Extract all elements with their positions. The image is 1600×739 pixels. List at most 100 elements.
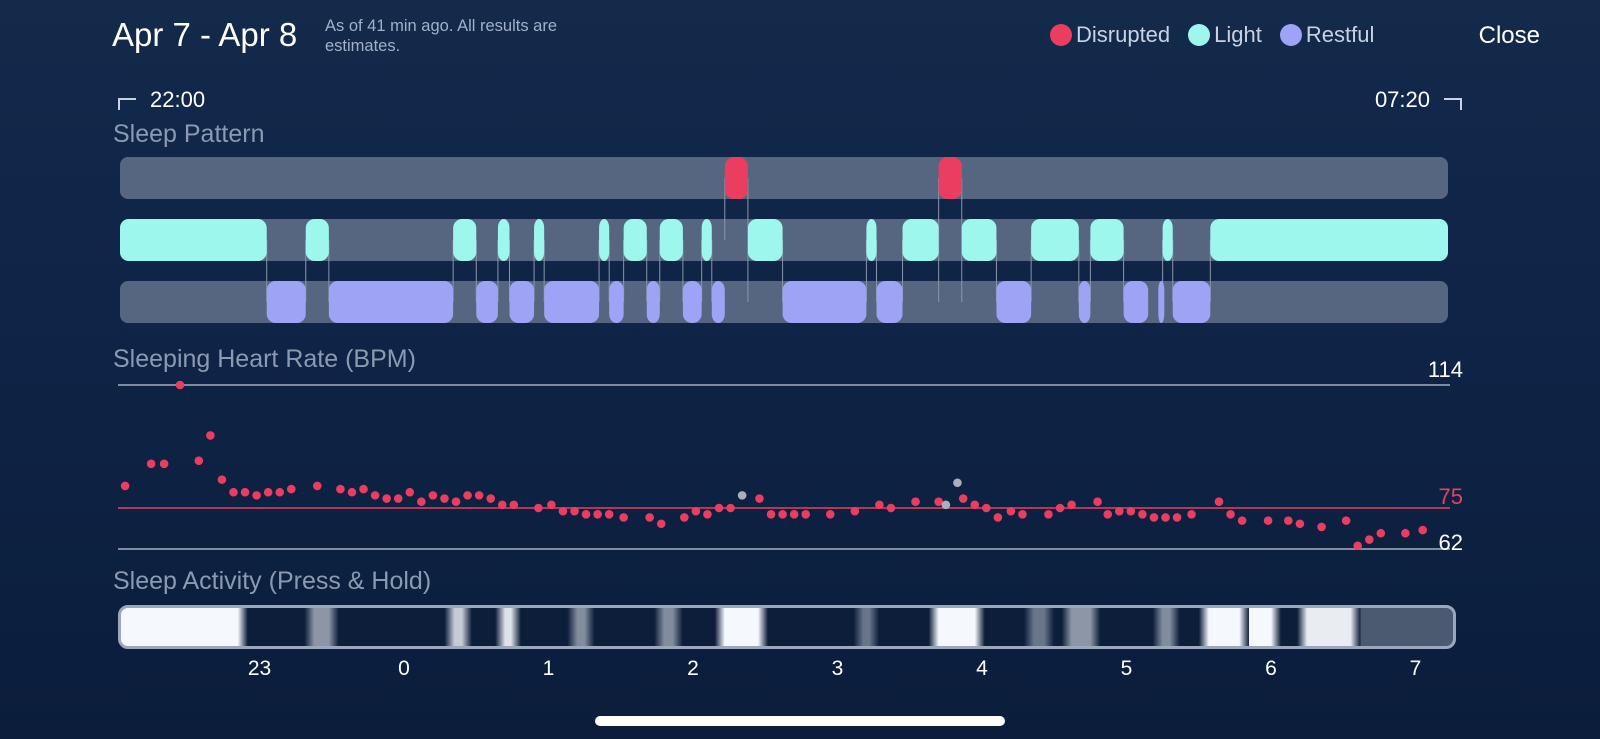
axis-tick-label: 5	[1120, 657, 1133, 680]
heart-rate-point	[875, 500, 884, 510]
range-end-handle-icon	[1444, 98, 1462, 110]
heart-rate-point-gray	[953, 478, 962, 488]
restful-segment	[876, 281, 903, 323]
heart-rate-point	[789, 510, 799, 519]
heart-rate-point	[993, 513, 1003, 522]
disrupted-segment	[724, 157, 748, 199]
heart-rate-point	[1138, 510, 1147, 519]
heart-rate-point	[801, 510, 811, 519]
heart-rate-point	[1067, 500, 1076, 510]
light-segment	[497, 219, 510, 261]
sleep-pattern-title: Sleep Pattern	[113, 120, 265, 148]
sleep-activity-bar[interactable]	[118, 605, 1456, 649]
light-segment	[623, 219, 647, 261]
restful-segment	[476, 281, 498, 323]
heart-rate-point	[1006, 506, 1016, 516]
heart-rate-point	[474, 491, 484, 500]
heart-rate-point	[850, 506, 860, 516]
heart-rate-point	[645, 513, 654, 522]
heart-rate-point	[1237, 516, 1247, 525]
legend-disrupted-label: Disrupted	[1076, 22, 1171, 47]
restful-segment	[1172, 281, 1211, 323]
range-start[interactable]: 22:00	[118, 87, 205, 113]
restful-segment	[782, 281, 867, 323]
heart-rate-point	[604, 510, 614, 519]
legend-disrupted: Disrupted	[1050, 22, 1170, 48]
heart-rate-point	[558, 506, 568, 516]
light-segment	[1162, 219, 1173, 261]
heart-rate-point	[463, 491, 472, 500]
light-segment	[659, 219, 683, 261]
last-updated-note: As of 41 min ago. All results are estima…	[325, 17, 558, 55]
light-segment	[1210, 219, 1448, 261]
legend: Disrupted Light Restful	[1050, 22, 1392, 48]
heart-rate-point	[970, 500, 980, 510]
axis-tick-label: 3	[831, 657, 844, 680]
range-start-label: 22:00	[150, 87, 206, 112]
home-indicator[interactable]	[595, 716, 1005, 726]
heart-rate-avg-label: 75	[1438, 484, 1463, 509]
heart-rate-point	[680, 513, 689, 522]
heart-rate-point	[1263, 516, 1273, 525]
heart-rate-point	[1044, 510, 1053, 519]
heart-rate-point	[240, 487, 250, 497]
heart-rate-point	[982, 503, 991, 513]
heart-rate-point	[766, 510, 776, 519]
heart-rate-point	[1018, 510, 1027, 519]
light-segment	[902, 219, 939, 261]
heart-rate-point	[934, 497, 943, 506]
axis-tick-label: 7	[1409, 657, 1422, 680]
heart-rate-point	[1226, 510, 1235, 519]
restful-segment	[646, 281, 660, 323]
heart-rate-title: Sleeping Heart Rate (BPM)	[113, 345, 416, 373]
heart-rate-point	[393, 494, 403, 503]
heart-rate-point	[958, 494, 968, 503]
legend-light: Light	[1188, 22, 1262, 48]
axis-tick-label: 1	[542, 657, 555, 680]
heart-rate-point	[825, 510, 835, 519]
heart-rate-point	[703, 510, 712, 519]
light-segment	[866, 219, 877, 261]
heart-rate-point	[120, 481, 130, 491]
heart-rate-point	[1295, 519, 1305, 529]
restful-segment	[266, 281, 306, 323]
heart-rate-point	[313, 481, 322, 491]
restful-segment	[682, 281, 702, 323]
heart-rate-point-gray	[941, 500, 951, 510]
light-segment	[961, 219, 997, 261]
light-segment	[534, 219, 545, 261]
light-segment	[1031, 219, 1079, 261]
heart-rate-min-label: 62	[1438, 530, 1463, 555]
range-end-label: 07:20	[1374, 87, 1430, 112]
heart-rate-point	[451, 497, 461, 506]
heart-rate-point	[1126, 506, 1136, 516]
heart-rate-point	[1093, 497, 1102, 506]
heart-rate-point	[886, 503, 896, 513]
range-end[interactable]: 07:20	[1375, 87, 1462, 113]
heart-rate-point	[146, 459, 156, 469]
restful-segment	[1123, 281, 1149, 323]
heart-rate-point	[534, 503, 543, 513]
heart-rate-point	[656, 519, 666, 529]
heart-rate-point	[440, 494, 449, 503]
restful-dot-icon	[1279, 24, 1302, 46]
heart-rate-point	[217, 475, 227, 484]
heart-rate-point	[1161, 513, 1170, 522]
heart-rate-point	[1376, 528, 1386, 538]
heart-rate-point	[1055, 503, 1065, 513]
heart-rate-point	[206, 431, 215, 440]
restful-segment	[711, 281, 725, 323]
axis-tick-label: 6	[1265, 657, 1277, 680]
heart-rate-point	[726, 503, 735, 513]
light-segment	[747, 219, 783, 261]
heart-rate-point	[778, 510, 787, 519]
heart-rate-point	[336, 484, 345, 494]
disrupted-dot-icon	[1050, 24, 1072, 46]
disrupted-track	[120, 157, 1448, 199]
heart-rate-point	[509, 500, 519, 510]
close-button[interactable]: Close	[1478, 22, 1540, 49]
heart-rate-point	[263, 487, 273, 497]
heart-rate-point	[1418, 525, 1428, 535]
heart-rate-point	[1353, 541, 1362, 551]
